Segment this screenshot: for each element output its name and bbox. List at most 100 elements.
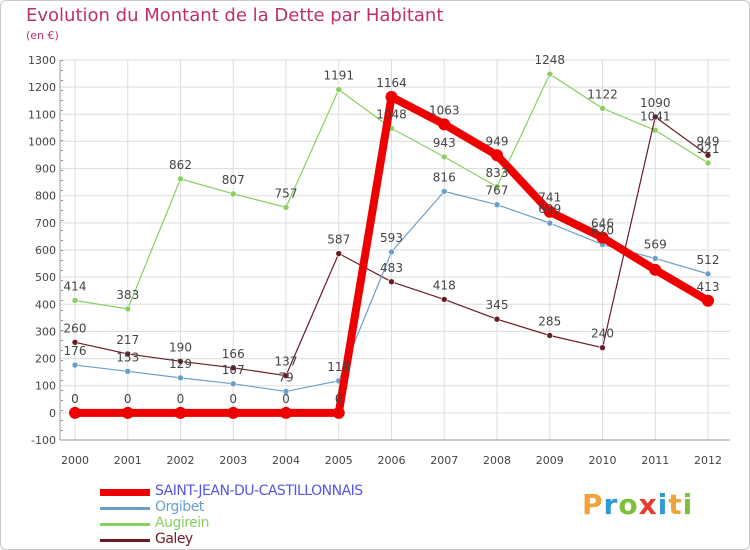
data-label: 285 (538, 315, 561, 329)
logo-letter: o (618, 488, 639, 521)
data-label: 512 (697, 253, 720, 267)
data-label: 1090 (640, 96, 671, 110)
line-chart: -100010020030040050060070080090010001100… (28, 53, 730, 467)
data-point (440, 296, 448, 303)
data-label: 949 (697, 134, 720, 148)
x-tick-label: 2001 (114, 454, 142, 467)
logo-letter: t (668, 488, 683, 521)
data-point (229, 364, 237, 372)
data-label: 107 (222, 363, 245, 377)
data-label: 1248 (534, 53, 565, 67)
data-point (229, 190, 237, 198)
x-tick-label: 2004 (272, 454, 300, 467)
x-tick-label: 2009 (536, 454, 564, 467)
y-tick-label: 100 (35, 380, 56, 393)
data-point (388, 278, 395, 286)
x-tick-label: 2007 (430, 454, 458, 467)
data-label: 79 (278, 370, 293, 384)
data-label: 1122 (587, 87, 618, 101)
data-label: 699 (538, 202, 561, 216)
data-label: 646 (591, 217, 614, 231)
data-label: 1041 (640, 109, 671, 123)
data-label: 413 (697, 280, 720, 294)
legend-item-saint-jean[interactable]: SAINT-JEAN-DU-CASTILLONNAIS (100, 483, 440, 500)
data-label: 483 (380, 261, 403, 275)
data-label: 383 (116, 288, 139, 302)
logo-letter: P (582, 488, 604, 521)
legend-label-orgibet: Orgibet (155, 499, 204, 515)
data-label: 0 (177, 392, 185, 406)
data-point (493, 183, 501, 191)
data-label: 741 (538, 191, 561, 205)
data-point (124, 305, 132, 313)
data-label: 129 (169, 357, 192, 371)
legend-item-augirein[interactable]: Augirein (100, 515, 440, 532)
data-point (121, 406, 134, 419)
legend-label-galey: Galey (155, 531, 193, 547)
data-label: 1191 (323, 69, 354, 83)
data-point (174, 406, 187, 419)
data-label: 176 (64, 344, 87, 358)
data-label: 943 (433, 136, 456, 150)
legend-label-augirein: Augirein (155, 515, 210, 531)
data-point (282, 388, 290, 395)
y-tick-label: 800 (35, 190, 56, 203)
data-label: 1164 (376, 76, 407, 90)
logo-letter: r (603, 488, 619, 521)
data-point (704, 151, 712, 159)
chart-unit: (en €) (26, 29, 59, 42)
data-point (546, 70, 554, 78)
data-label: 1048 (376, 107, 407, 121)
data-label: 0 (229, 392, 237, 406)
data-label: 118 (327, 360, 350, 374)
legend-label-saint-jean: SAINT-JEAN-DU-CASTILLONNAIS (155, 483, 363, 499)
data-point (229, 380, 237, 388)
data-point (493, 315, 501, 323)
data-point (649, 263, 662, 276)
data-point (440, 188, 448, 195)
data-point (177, 357, 184, 365)
legend-swatch-orgibet (100, 507, 150, 510)
y-tick-label: 200 (35, 353, 56, 366)
data-label: 569 (644, 237, 667, 251)
data-label: 153 (116, 350, 139, 364)
data-label: 217 (116, 333, 139, 347)
data-label: 0 (282, 392, 290, 406)
y-tick-label: 400 (35, 298, 56, 311)
x-tick-label: 2006 (378, 454, 406, 467)
legend-item-galey[interactable]: Galey (100, 531, 440, 548)
legend-item-orgibet[interactable]: Orgibet (100, 499, 440, 516)
data-point (491, 149, 503, 162)
data-point (493, 201, 501, 208)
x-tick-label: 2008 (483, 454, 511, 467)
data-label: 166 (222, 347, 245, 361)
data-point (440, 153, 448, 161)
y-tick-label: 1300 (28, 54, 56, 67)
legend-swatch-saint-jean (100, 489, 150, 496)
data-label: 190 (169, 340, 192, 354)
y-tick-label: 700 (35, 217, 56, 230)
data-point (282, 204, 290, 211)
y-tick-label: 1200 (28, 81, 56, 94)
x-tick-label: 2005 (325, 454, 353, 467)
data-label: 418 (433, 278, 456, 292)
y-tick-label: 600 (35, 244, 56, 257)
data-label: 807 (222, 173, 245, 187)
y-tick-label: -100 (31, 434, 56, 447)
data-label: 757 (275, 186, 298, 200)
data-label: 587 (327, 233, 350, 247)
data-label: 137 (275, 355, 298, 369)
data-label: 1063 (429, 103, 460, 117)
data-point (124, 368, 132, 375)
data-label: 414 (64, 279, 87, 293)
data-label: 862 (169, 158, 192, 172)
y-tick-label: 0 (49, 407, 56, 420)
data-point (332, 406, 345, 419)
logo-letter: i (657, 488, 669, 521)
data-point (438, 118, 451, 131)
data-point (177, 374, 184, 382)
x-tick-label: 2012 (694, 454, 722, 467)
data-label: 593 (380, 231, 403, 245)
data-label: 240 (591, 327, 614, 341)
data-point (596, 231, 609, 244)
